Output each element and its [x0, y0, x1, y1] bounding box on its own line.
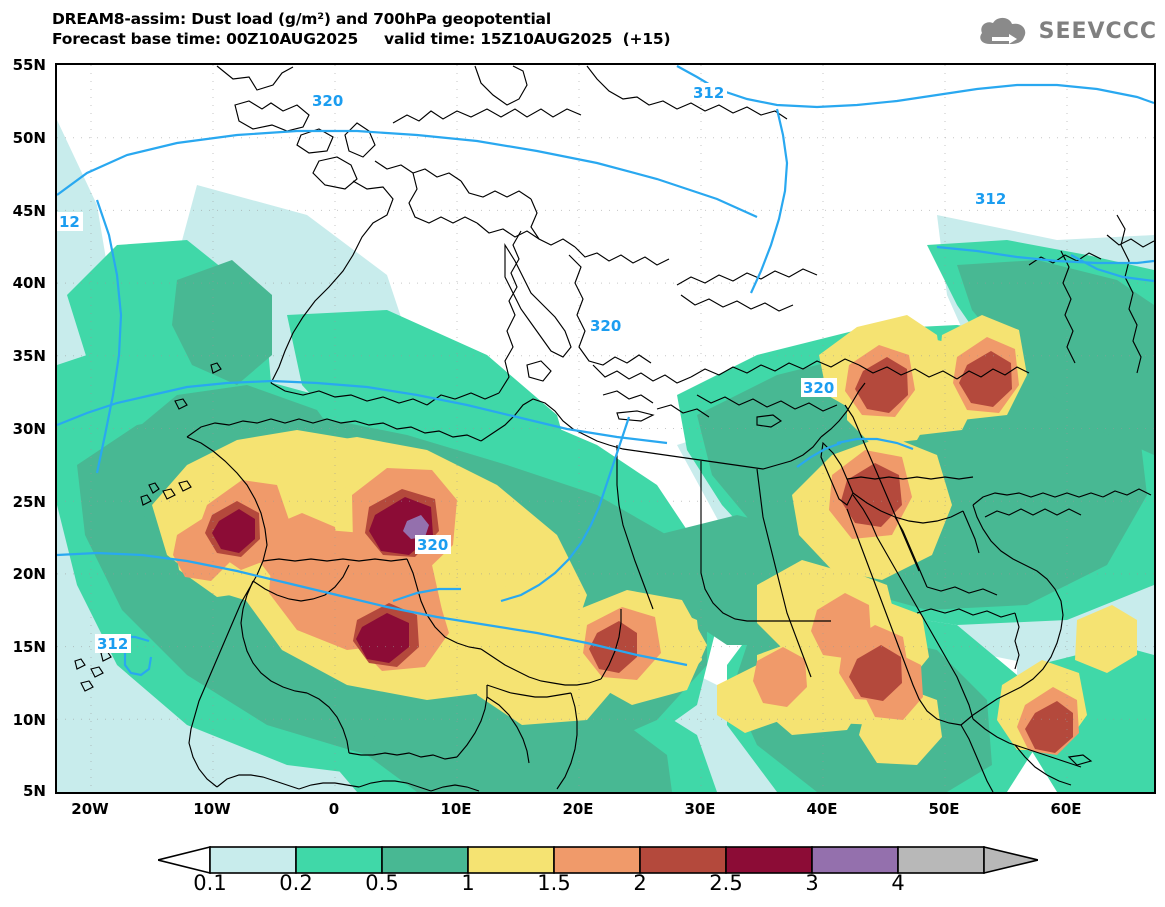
svg-text:320: 320 — [803, 379, 834, 397]
colorbar-tick-1: 0.2 — [279, 871, 313, 895]
colorbar-cell-7 — [811, 846, 899, 874]
colorbar-cell-2 — [381, 846, 469, 874]
colorbar-tick-8: 4 — [891, 871, 905, 895]
colorbar-tick-4: 1.5 — [537, 871, 571, 895]
colorbar[interactable]: 0.1 0.2 0.5 1 1.5 2 2.5 3 4 — [157, 845, 1039, 903]
contour-label-320-sahara: 320 — [415, 535, 451, 554]
dust-load-contours — [57, 120, 1154, 792]
y-tick-20N: 20N — [12, 565, 46, 583]
y-tick-15N: 15N — [12, 638, 46, 656]
contour-label-320-mediterranean: 320 — [588, 316, 624, 335]
contour-label-320-levant: 320 — [801, 378, 837, 397]
colorbar-tick-2: 0.5 — [365, 871, 399, 895]
colorbar-cell-3 — [467, 846, 555, 874]
y-tick-10N: 10N — [12, 711, 46, 729]
x-tick-50E: 50E — [928, 800, 960, 818]
y-tick-35N: 35N — [12, 347, 46, 365]
svg-text:312: 312 — [97, 635, 128, 653]
colorbar-cell-8 — [897, 846, 985, 874]
cloud-icon — [979, 17, 1025, 44]
svg-text:12: 12 — [59, 213, 80, 231]
y-tick-50N: 50N — [12, 129, 46, 147]
y-tick-55N: 55N — [12, 56, 46, 74]
contour-label-320-europe: 320 — [310, 91, 346, 110]
svg-text:320: 320 — [417, 536, 448, 554]
colorbar-extend-high — [983, 845, 1039, 875]
x-tick-10W: 10W — [193, 800, 231, 818]
colorbar-cell-6 — [725, 846, 813, 874]
colorbar-cell-5 — [639, 846, 727, 874]
y-tick-25N: 25N — [12, 493, 46, 511]
x-tick-10E: 10E — [440, 800, 472, 818]
logo-text: SEEVCCC — [1038, 18, 1157, 44]
x-tick-20E: 20E — [562, 800, 594, 818]
chart-title-line-2: Forecast base time: 00Z10AUG2025 valid t… — [52, 29, 671, 48]
chart-title-block: DREAM8-assim: Dust load (g/m²) and 700hP… — [52, 10, 671, 50]
svg-text:312: 312 — [693, 84, 724, 102]
colorbar-cell-0 — [209, 846, 297, 874]
map-plot-area[interactable]: 320 312 312 12 — [55, 63, 1156, 794]
colorbar-tick-6: 2.5 — [709, 871, 743, 895]
colorbar-tick-labels: 0.1 0.2 0.5 1 1.5 2 2.5 3 4 — [158, 871, 1038, 903]
contour-label-312-westafrica: 312 — [95, 634, 131, 653]
seevccc-logo: SEEVCCC — [976, 14, 1157, 48]
x-tick-20W: 20W — [71, 800, 109, 818]
dust-band-3 — [403, 515, 429, 539]
colorbar-extend-low — [157, 845, 211, 875]
y-tick-5N: 5N — [23, 782, 46, 800]
coastlines-and-borders — [74, 65, 1154, 792]
contour-label-12-atlantic: 12 — [57, 212, 83, 231]
svg-text:320: 320 — [312, 92, 343, 110]
colorbar-tick-7: 3 — [805, 871, 819, 895]
geopotential-contour-labels: 320 312 312 12 — [57, 83, 1009, 653]
map-svg: 320 312 312 12 — [57, 65, 1154, 792]
colorbar-swatches — [157, 845, 1039, 875]
y-tick-30N: 30N — [12, 420, 46, 438]
colorbar-tick-0: 0.1 — [193, 871, 227, 895]
contour-label-312-europe: 312 — [691, 83, 727, 102]
contour-label-312-caspian: 312 — [973, 189, 1009, 208]
colorbar-tick-3: 1 — [461, 871, 475, 895]
colorbar-cell-1 — [295, 846, 383, 874]
chart-title-line-1: DREAM8-assim: Dust load (g/m²) and 700hP… — [52, 10, 551, 28]
colorbar-cell-4 — [553, 846, 641, 874]
colorbar-tick-5: 2 — [633, 871, 647, 895]
y-tick-45N: 45N — [12, 202, 46, 220]
x-tick-0: 0 — [328, 800, 340, 818]
x-tick-60E: 60E — [1050, 800, 1082, 818]
x-tick-40E: 40E — [806, 800, 838, 818]
svg-text:320: 320 — [590, 317, 621, 335]
svg-text:312: 312 — [975, 190, 1006, 208]
y-tick-40N: 40N — [12, 274, 46, 292]
x-tick-30E: 30E — [684, 800, 716, 818]
